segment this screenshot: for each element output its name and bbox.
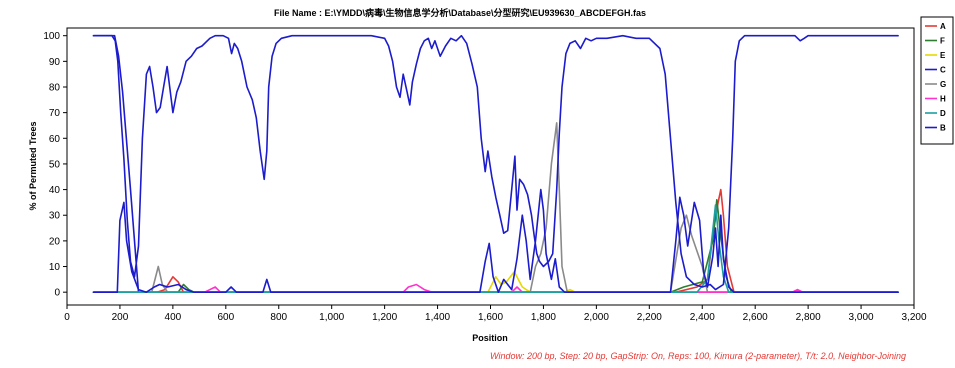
legend-label-a: A [940, 22, 946, 31]
x-tick-label: 1,600 [478, 312, 503, 323]
x-tick-label: 2,400 [690, 312, 715, 323]
x-tick-label: 3,200 [901, 312, 926, 323]
series-line-d [92, 204, 899, 294]
y-tick-label: 40 [49, 185, 61, 196]
y-tick-label: 70 [49, 108, 61, 119]
x-tick-label: 400 [165, 312, 182, 323]
legend-label-b: B [940, 124, 946, 133]
y-axis-title: % of Permuted Trees [28, 121, 38, 210]
y-tick-label: 50 [49, 159, 61, 170]
x-tick-label: 200 [112, 312, 129, 323]
legend-label-c: C [940, 66, 946, 75]
chart-title: File Name : E:\YMDD\病毒\生物信息学分析\Database\… [274, 7, 646, 18]
chart-footer: Window: 200 bp, Step: 20 bp, GapStrip: O… [490, 351, 906, 361]
legend-label-g: G [940, 80, 946, 89]
legend-label-d: D [940, 109, 946, 118]
y-tick-label: 10 [49, 262, 61, 273]
legend-label-e: E [940, 51, 946, 60]
series-line-main [92, 34, 899, 291]
x-tick-label: 1,400 [425, 312, 450, 323]
x-tick-label: 1,000 [319, 312, 344, 323]
y-tick-label: 30 [49, 211, 61, 222]
series-layer [92, 34, 899, 294]
x-axis-title: Position [472, 333, 508, 343]
y-tick-label: 60 [49, 134, 61, 145]
y-axis: 0 10 20 30 40 50 60 70 80 90 100 [43, 31, 67, 299]
x-tick-label: 3,000 [849, 312, 874, 323]
x-tick-label: 1,200 [372, 312, 397, 323]
series-line-h [92, 283, 899, 294]
y-tick-label: 100 [43, 31, 60, 42]
y-tick-label: 90 [49, 57, 61, 68]
x-tick-label: 2,000 [584, 312, 609, 323]
y-tick-label: 20 [49, 236, 61, 247]
legend-label-f: F [940, 37, 945, 46]
y-tick-label: 80 [49, 82, 61, 93]
series-line-b [92, 188, 899, 294]
x-tick-label: 800 [270, 312, 287, 323]
series-line-a [92, 188, 899, 294]
legend-box [920, 16, 954, 145]
x-tick-label: 2,600 [743, 312, 768, 323]
legend-label-h: H [940, 95, 946, 104]
y-tick-label: 0 [54, 288, 60, 299]
x-tick-label: 2,800 [796, 312, 821, 323]
x-tick-label: 2,200 [637, 312, 662, 323]
x-tick-label: 0 [64, 312, 70, 323]
x-tick-label: 600 [217, 312, 234, 323]
x-axis: 0 200 400 600 800 1,000 1,200 1,400 1,600 1,800 2,… [64, 305, 927, 323]
x-tick-label: 1,800 [531, 312, 556, 323]
